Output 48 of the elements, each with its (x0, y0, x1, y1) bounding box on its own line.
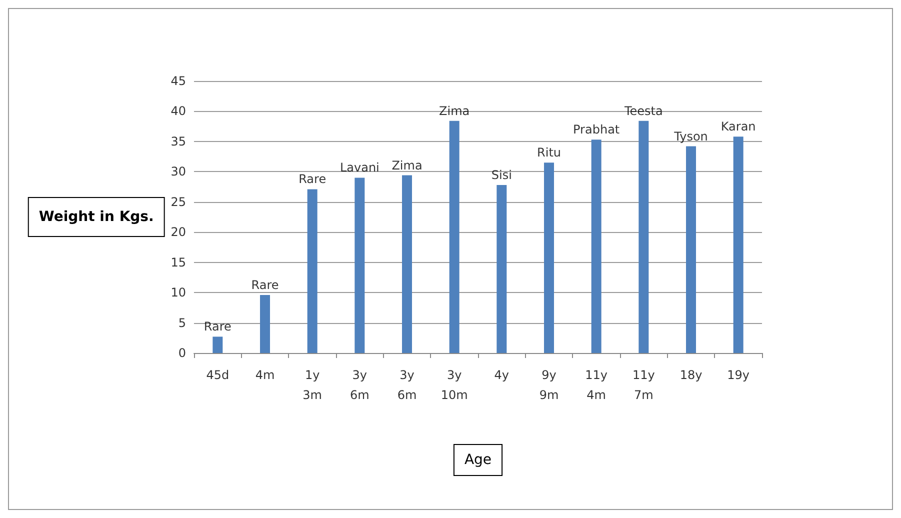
y-axis-title: Weight in Kgs. (38, 209, 154, 225)
annotation: Rare (251, 278, 279, 292)
x-tick-label: 9y 9m (539, 368, 559, 402)
annotation: Rare (204, 320, 232, 334)
x-tick-label: 19y (727, 368, 750, 382)
bar (544, 162, 554, 353)
x-tick-label: 4y (494, 368, 510, 382)
y-tick-label: 10 (170, 286, 186, 300)
x-tick-label: 3y 10m (440, 368, 468, 402)
annotation: Tyson (673, 129, 708, 144)
annotation: Zima (439, 104, 470, 118)
y-tick-label: 0 (178, 346, 186, 360)
x-tick-label: 45d (206, 368, 230, 382)
bar (307, 189, 318, 353)
y-tick-label: 40 (170, 104, 186, 118)
y-tick-label: 30 (170, 164, 186, 179)
bar (402, 175, 412, 353)
x-tick-label: 3y 6m (350, 368, 370, 402)
x-axis-title: Age (464, 452, 492, 468)
annotation: Rare (298, 172, 326, 186)
annotation: Zima (392, 158, 422, 172)
annotation: Prabhat (573, 122, 620, 137)
bar (638, 120, 649, 353)
bar (733, 136, 744, 353)
x-tick-label: 1y 3m (302, 368, 322, 402)
annotation: Lavani (340, 160, 380, 175)
bar (449, 120, 460, 353)
annotation: Karan (720, 120, 756, 134)
x-tick-label: 3y 6m (397, 368, 417, 402)
bar (212, 336, 223, 353)
annotation: Sisi (491, 168, 512, 182)
y-tick-label: 35 (170, 134, 186, 148)
x-tick-label: 11y 7m (632, 368, 655, 402)
y-tick-label: 20 (170, 225, 186, 240)
y-tick-label: 45 (170, 74, 186, 88)
bar (496, 184, 507, 353)
y-tick-label: 5 (178, 316, 186, 330)
bar (591, 140, 602, 353)
x-tick-label: 18y (680, 368, 702, 382)
y-tick-label: 25 (170, 194, 186, 209)
annotation: Teesta (623, 104, 663, 118)
bar (686, 146, 696, 353)
bar (354, 178, 365, 353)
bar (260, 294, 270, 353)
y-tick-label: 15 (170, 255, 186, 270)
x-tick-label: 4m (255, 368, 275, 382)
x-tick-label: 11y 4m (585, 368, 608, 402)
annotation: Ritu (537, 146, 561, 160)
